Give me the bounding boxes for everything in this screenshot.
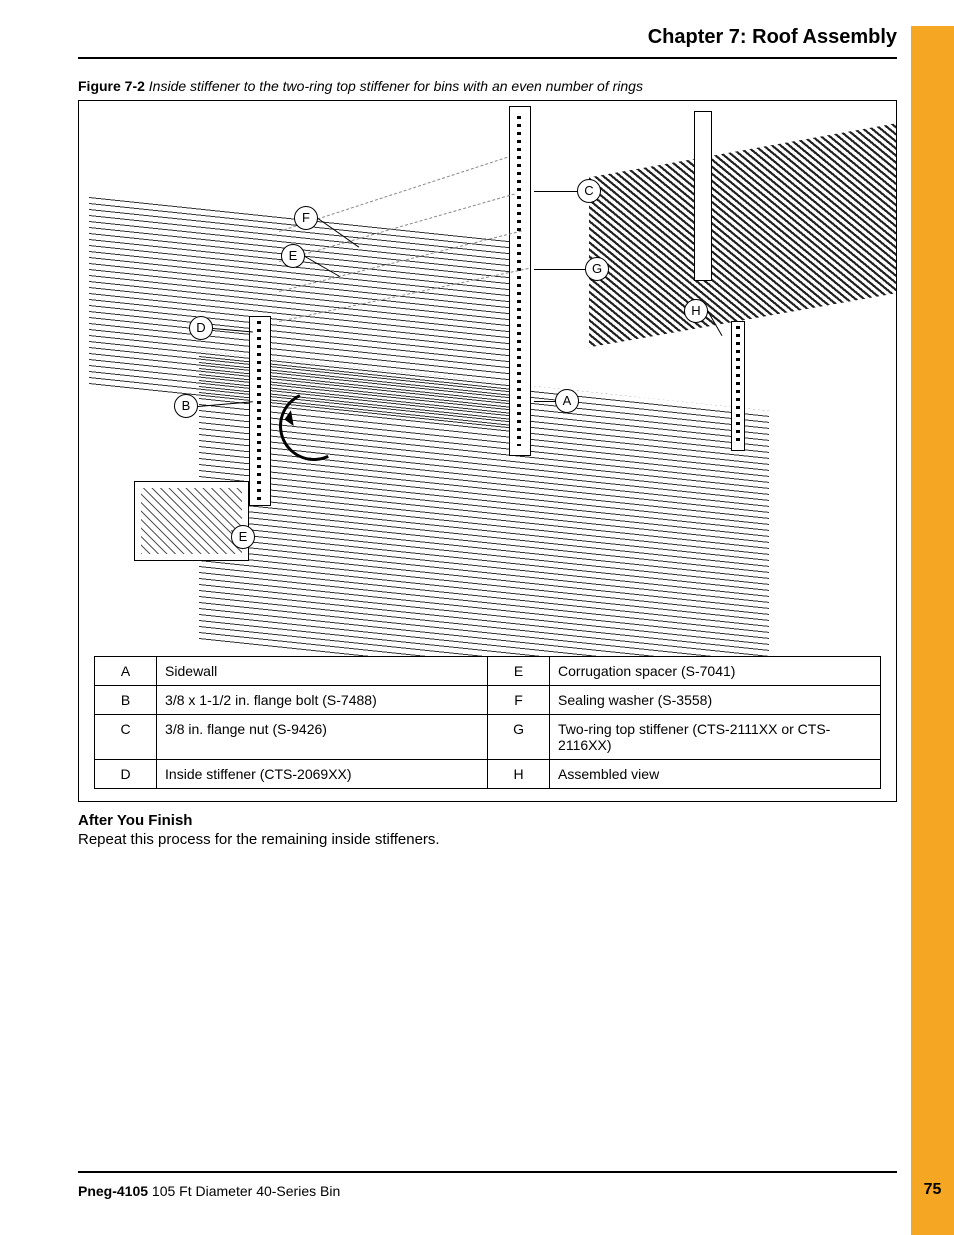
leader-line bbox=[534, 191, 579, 192]
accent-bar bbox=[911, 0, 954, 1235]
page-footer: Pneg-4105 105 Ft Diameter 40-Series Bin bbox=[78, 1183, 897, 1199]
stiffener-bolt-row bbox=[517, 116, 521, 446]
part-key: F bbox=[487, 686, 549, 715]
figure-label: Figure 7-2 bbox=[78, 78, 145, 94]
callout-A: A bbox=[555, 389, 579, 413]
leader-line bbox=[534, 269, 586, 270]
detail-inset bbox=[134, 481, 249, 561]
inside-stiffener-bolt-row bbox=[257, 321, 261, 501]
corrugation-hatch bbox=[199, 351, 769, 656]
assembly-diagram: A B C D E E F G H bbox=[79, 101, 896, 656]
part-desc: Corrugation spacer (S-7041) bbox=[550, 657, 881, 686]
table-row: A Sidewall E Corrugation spacer (S-7041) bbox=[95, 657, 881, 686]
table-row: C 3/8 in. flange nut (S-9426) G Two-ring… bbox=[95, 715, 881, 760]
table-row: B 3/8 x 1-1/2 in. flange bolt (S-7488) F… bbox=[95, 686, 881, 715]
assembled-bolt-row bbox=[736, 326, 740, 446]
figure-frame: A B C D E E F G H A Sidewall E Corrugati… bbox=[78, 100, 897, 802]
after-finish-heading: After You Finish bbox=[78, 812, 897, 829]
part-desc: 3/8 in. flange nut (S-9426) bbox=[157, 715, 488, 760]
corrugation-hatch-dark bbox=[589, 121, 896, 347]
footer-doc: Pneg-4105 105 Ft Diameter 40-Series Bin bbox=[78, 1183, 340, 1199]
callout-D: D bbox=[189, 316, 213, 340]
accent-bar-top-gap bbox=[911, 0, 954, 26]
detail-hatch bbox=[141, 488, 242, 554]
callout-B: B bbox=[174, 394, 198, 418]
after-finish-body: Repeat this process for the remaining in… bbox=[78, 831, 897, 848]
part-key: A bbox=[95, 657, 157, 686]
part-key: C bbox=[95, 715, 157, 760]
part-desc: Inside stiffener (CTS-2069XX) bbox=[157, 760, 488, 789]
part-key: B bbox=[95, 686, 157, 715]
parts-legend-table: A Sidewall E Corrugation spacer (S-7041)… bbox=[94, 656, 881, 789]
part-key: G bbox=[487, 715, 549, 760]
callout-F: F bbox=[294, 206, 318, 230]
sidewall-panel-lower bbox=[199, 351, 769, 656]
callout-E: E bbox=[281, 244, 305, 268]
part-desc: Two-ring top stiffener (CTS-2111XX or CT… bbox=[550, 715, 881, 760]
footer-doc-title: 105 Ft Diameter 40-Series Bin bbox=[148, 1183, 340, 1199]
callout-H: H bbox=[684, 299, 708, 323]
sidewall-panel-assembled bbox=[589, 121, 896, 347]
footer-rule bbox=[78, 1171, 897, 1173]
callout-E-detail: E bbox=[231, 525, 255, 549]
footer-doc-code: Pneg-4105 bbox=[78, 1183, 148, 1199]
after-you-finish: After You Finish Repeat this process for… bbox=[78, 812, 897, 848]
figure-caption-text: Inside stiffener to the two-ring top sti… bbox=[149, 78, 643, 94]
part-desc: 3/8 x 1-1/2 in. flange bolt (S-7488) bbox=[157, 686, 488, 715]
page-number: 75 bbox=[911, 1181, 954, 1199]
part-desc: Sealing washer (S-3558) bbox=[550, 686, 881, 715]
part-key: E bbox=[487, 657, 549, 686]
parts-table-body: A Sidewall E Corrugation spacer (S-7041)… bbox=[95, 657, 881, 789]
table-row: D Inside stiffener (CTS-2069XX) H Assemb… bbox=[95, 760, 881, 789]
figure-caption: Figure 7-2 Inside stiffener to the two-r… bbox=[78, 78, 897, 94]
part-key: D bbox=[95, 760, 157, 789]
callout-C: C bbox=[577, 179, 601, 203]
callout-G: G bbox=[585, 257, 609, 281]
part-desc: Sidewall bbox=[157, 657, 488, 686]
assembled-top-stiffener bbox=[694, 111, 712, 281]
page-content: Figure 7-2 Inside stiffener to the two-r… bbox=[78, 78, 897, 848]
part-key: H bbox=[487, 760, 549, 789]
part-desc: Assembled view bbox=[550, 760, 881, 789]
chapter-title: Chapter 7: Roof Assembly bbox=[78, 26, 897, 49]
chapter-header: Chapter 7: Roof Assembly bbox=[78, 26, 897, 59]
